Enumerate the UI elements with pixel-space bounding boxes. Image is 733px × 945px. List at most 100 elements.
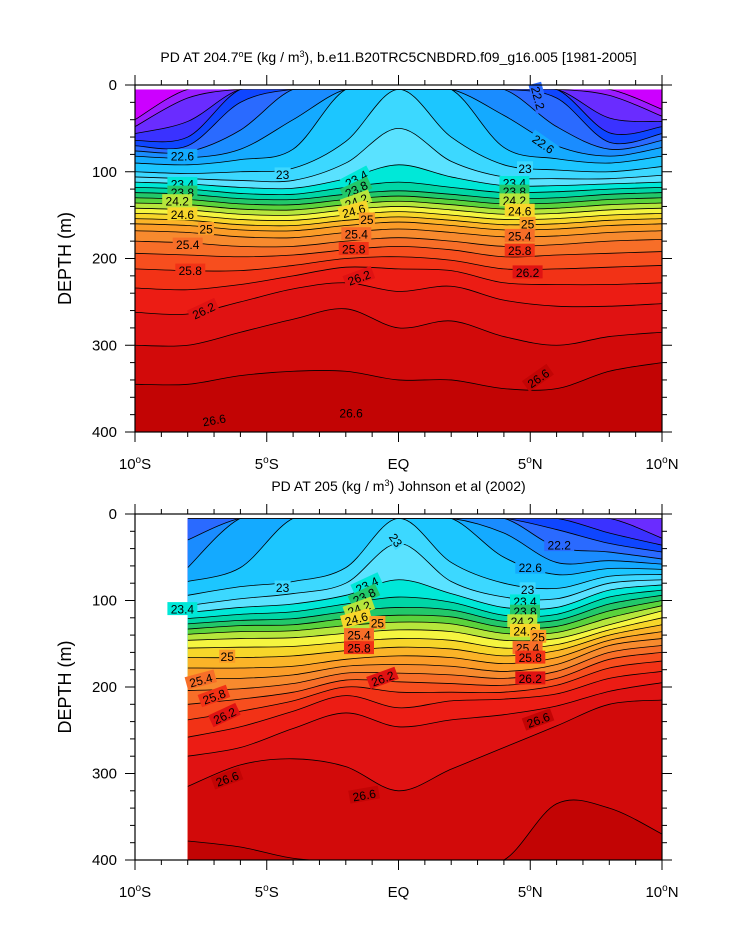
contour-label-text: 23 bbox=[276, 168, 290, 182]
contour-label: 25.4 bbox=[504, 228, 535, 243]
contour-label: 23 bbox=[274, 580, 291, 595]
contour-line bbox=[135, 362, 662, 391]
contour-label: 23 bbox=[519, 582, 536, 597]
y-tick-label: 100 bbox=[92, 164, 117, 181]
contour-line bbox=[187, 799, 662, 860]
contour-label-bg bbox=[515, 650, 546, 664]
x-tick-label: 10oS bbox=[119, 883, 151, 901]
contour-label-text: 22.2 bbox=[548, 539, 572, 553]
y-axis: 0 100 200 300 400 bbox=[92, 506, 672, 869]
contour-label-bg bbox=[347, 583, 381, 608]
contour-line bbox=[135, 164, 662, 190]
contour-line bbox=[187, 518, 662, 596]
contour-line bbox=[135, 282, 662, 315]
contour-label-bg bbox=[184, 669, 217, 690]
contour-label: 23 bbox=[386, 529, 407, 550]
x-tick-label: EQ bbox=[388, 884, 410, 901]
contour-label-text: 23.4 bbox=[171, 603, 195, 617]
contour-label: 25 bbox=[198, 222, 215, 237]
contour-label-bg bbox=[499, 193, 530, 207]
contour-label-bg bbox=[521, 363, 554, 392]
contour-label: 25 bbox=[369, 616, 386, 631]
contour-label-bg bbox=[386, 529, 407, 550]
contour-line bbox=[135, 245, 662, 258]
contour-label: 26.6 bbox=[348, 785, 381, 805]
contour-line bbox=[135, 221, 662, 232]
contour-label-bg bbox=[528, 81, 549, 115]
y-tick-label: 0 bbox=[109, 77, 117, 94]
contour-label: 25.8 bbox=[515, 650, 546, 665]
contour-label-bg bbox=[342, 265, 376, 289]
contour-label-text: 25.4 bbox=[508, 229, 532, 243]
contour-label: 25.4 bbox=[184, 669, 217, 690]
contour-label: 25.4 bbox=[344, 628, 374, 643]
contour-line bbox=[135, 89, 662, 174]
contour-label: 25.8 bbox=[344, 641, 374, 656]
x-axis: 10oS 5oS EQ 5oN 10oN bbox=[119, 75, 679, 473]
contour-line bbox=[135, 216, 662, 227]
contour-label: 25.8 bbox=[175, 263, 206, 278]
x-tick-label: 5oN bbox=[518, 883, 543, 901]
contour-label: 26.2 bbox=[515, 671, 546, 686]
contour-label-text: 23 bbox=[276, 581, 290, 595]
y-axis: 0 100 200 300 400 bbox=[92, 77, 672, 441]
contour-label-bg bbox=[339, 608, 373, 629]
contour-label-bg bbox=[369, 616, 386, 629]
contour-line bbox=[187, 518, 662, 560]
x-tick-label: 5oS bbox=[255, 883, 279, 901]
contour-label: 24.6 bbox=[504, 203, 535, 218]
y-tick-label: 400 bbox=[92, 424, 117, 441]
contour-label: 23 bbox=[274, 167, 291, 182]
contour-line bbox=[135, 200, 662, 211]
contour-label-text: 26.6 bbox=[339, 406, 363, 420]
contour-line bbox=[135, 206, 662, 216]
contour-label: 22.6 bbox=[167, 149, 198, 164]
contour-label-text: 25 bbox=[199, 223, 213, 237]
contour-label-bg bbox=[521, 708, 555, 731]
contour-label-bg bbox=[341, 227, 372, 241]
contour-label-text: 23 bbox=[518, 162, 532, 176]
contour-label-bg bbox=[162, 194, 193, 208]
panel-observed-density: 23 22.222.623 2323.423.423.423.823.824.224… bbox=[55, 478, 679, 901]
contour-label-text: 25 bbox=[532, 630, 546, 644]
y-axis-title: DEPTH (m) bbox=[55, 212, 75, 305]
contour-label: 25 bbox=[519, 216, 536, 231]
contour-line bbox=[187, 631, 662, 669]
chart-title: PD AT 205 (kg / m3) Johnson et al (2002) bbox=[271, 478, 525, 494]
contour-label-text: 26.2 bbox=[516, 266, 540, 280]
contour-field bbox=[187, 518, 662, 860]
y-tick-label: 0 bbox=[109, 506, 117, 523]
contour-label: 25 bbox=[530, 629, 547, 644]
contour-label-bg bbox=[517, 161, 533, 175]
contour-band bbox=[135, 362, 662, 433]
contour-label: 25 bbox=[219, 649, 236, 664]
contour-label: 26.2 bbox=[512, 265, 543, 280]
contour-line bbox=[187, 617, 662, 649]
contour-line bbox=[187, 699, 662, 792]
contour-line bbox=[135, 237, 662, 248]
y-tick-label: 100 bbox=[92, 593, 117, 610]
contour-label-text: 26.2 bbox=[519, 672, 543, 686]
contour-label-text: 25 bbox=[360, 213, 374, 227]
contour-label-bg bbox=[219, 649, 236, 663]
contour-label-text: 25.4 bbox=[347, 629, 371, 643]
x-tick-label: 5oN bbox=[518, 455, 543, 473]
contour-label-bg bbox=[350, 572, 384, 597]
contour-label-bg bbox=[530, 629, 547, 643]
contour-label-bg bbox=[198, 222, 215, 235]
contour-label: 22.6 bbox=[515, 560, 546, 575]
contour-label-bg bbox=[274, 580, 291, 594]
contour-label: 22.2 bbox=[544, 538, 575, 553]
contour-line bbox=[187, 660, 662, 721]
y-tick-label: 200 bbox=[92, 679, 117, 696]
contour-label-text: 25 bbox=[221, 650, 235, 664]
y-tick-label: 300 bbox=[92, 766, 117, 783]
contour-line bbox=[187, 594, 662, 625]
contour-label-bg bbox=[504, 243, 535, 257]
contour-label-text: 25.8 bbox=[342, 243, 366, 257]
contour-label-bg bbox=[336, 405, 367, 419]
x-tick-label: 10oS bbox=[119, 455, 151, 473]
contour-label-bg bbox=[210, 766, 244, 790]
contour-line bbox=[135, 190, 662, 201]
